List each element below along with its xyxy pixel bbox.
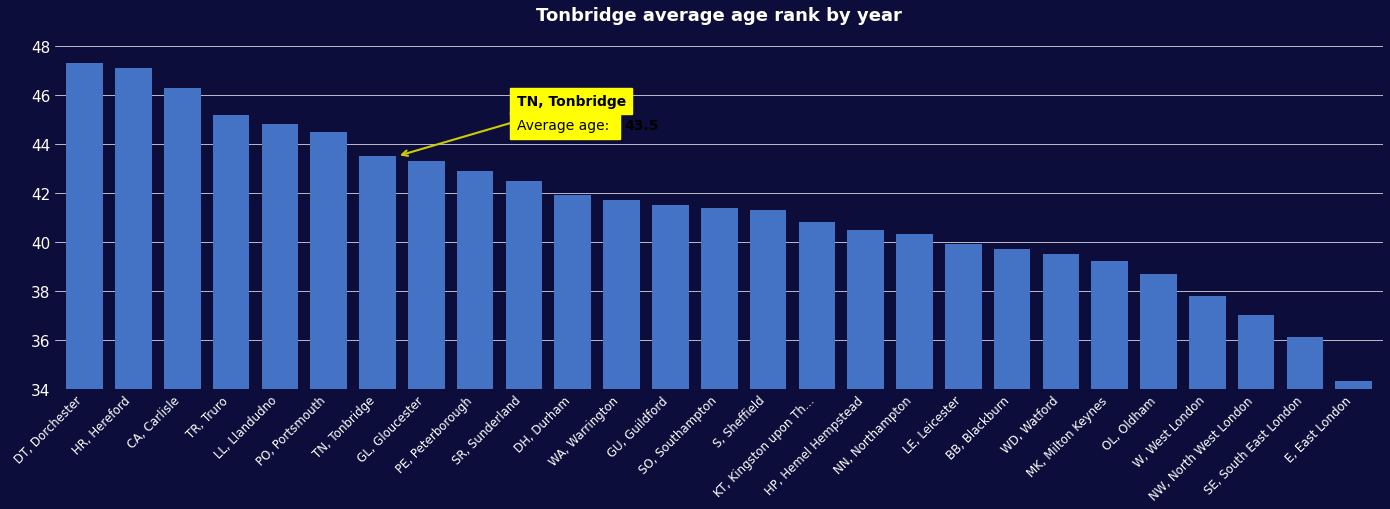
Bar: [994, 250, 1030, 509]
Bar: [798, 223, 835, 509]
Bar: [164, 89, 200, 509]
Bar: [701, 208, 738, 509]
Text: 43.5: 43.5: [624, 119, 659, 133]
Bar: [506, 181, 542, 509]
Bar: [67, 64, 103, 509]
Bar: [310, 132, 348, 509]
Bar: [1336, 382, 1372, 509]
Bar: [555, 196, 591, 509]
Bar: [359, 157, 396, 509]
Bar: [603, 201, 639, 509]
Bar: [409, 162, 445, 509]
Text: Average age:: Average age:: [517, 119, 613, 133]
Bar: [1091, 262, 1129, 509]
Bar: [115, 69, 152, 509]
Bar: [1238, 316, 1275, 509]
Bar: [1287, 337, 1323, 509]
Bar: [945, 245, 981, 509]
Bar: [1042, 254, 1079, 509]
Bar: [1140, 274, 1177, 509]
Text: TN, Tonbridge: TN, Tonbridge: [517, 95, 626, 108]
Bar: [749, 211, 787, 509]
Bar: [213, 116, 249, 509]
Bar: [261, 125, 299, 509]
Bar: [652, 206, 688, 509]
Title: Tonbridge average age rank by year: Tonbridge average age rank by year: [537, 7, 902, 25]
Bar: [897, 235, 933, 509]
Bar: [848, 230, 884, 509]
Bar: [457, 172, 493, 509]
Bar: [1188, 296, 1226, 509]
